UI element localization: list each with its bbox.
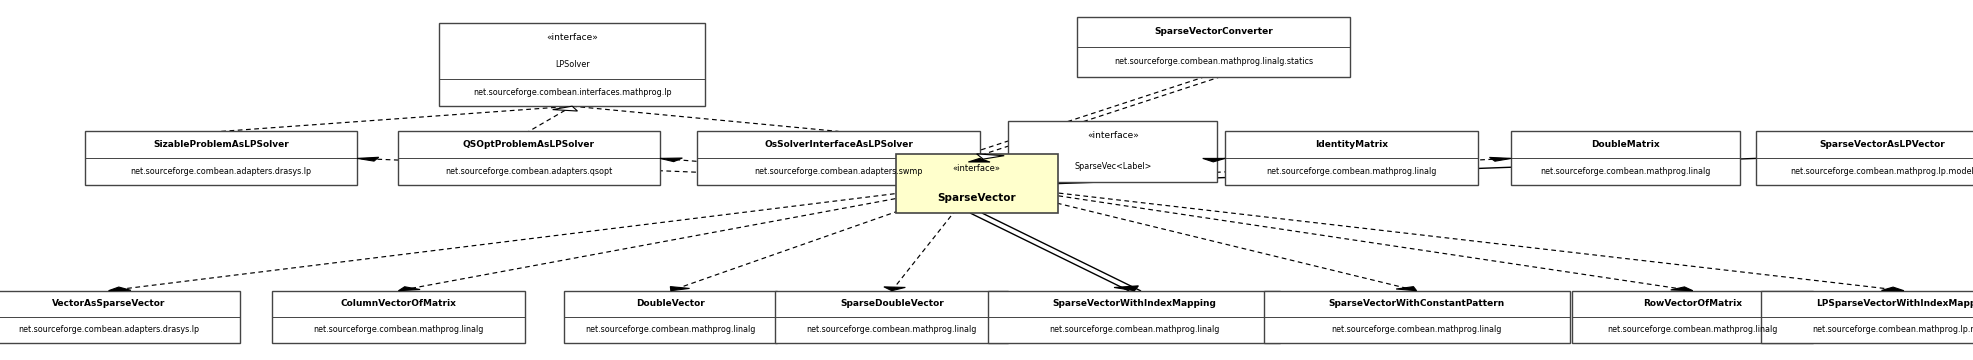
- Polygon shape: [357, 157, 379, 161]
- FancyBboxPatch shape: [1756, 131, 1973, 185]
- Text: «interface»: «interface»: [547, 33, 598, 42]
- Text: net.sourceforge.combean.mathprog.linalg: net.sourceforge.combean.mathprog.linalg: [1332, 325, 1501, 334]
- Text: SparseVectorWithConstantPattern: SparseVectorWithConstantPattern: [1328, 299, 1505, 308]
- FancyBboxPatch shape: [272, 291, 525, 343]
- Text: net.sourceforge.combean.mathprog.linalg: net.sourceforge.combean.mathprog.linalg: [1267, 167, 1436, 176]
- Text: VectorAsSparseVector: VectorAsSparseVector: [51, 299, 166, 308]
- Polygon shape: [659, 158, 683, 162]
- Text: net.sourceforge.combean.mathprog.linalg: net.sourceforge.combean.mathprog.linalg: [586, 325, 756, 334]
- Text: LPSparseVectorWithIndexMapping: LPSparseVectorWithIndexMapping: [1815, 299, 1973, 308]
- Text: net.sourceforge.combean.adapters.drasys.lp: net.sourceforge.combean.adapters.drasys.…: [130, 167, 312, 176]
- Text: net.sourceforge.combean.mathprog.linalg: net.sourceforge.combean.mathprog.linalg: [1050, 325, 1219, 334]
- Text: SparseVectorAsLPVector: SparseVectorAsLPVector: [1819, 140, 1945, 149]
- Text: net.sourceforge.combean.mathprog.linalg: net.sourceforge.combean.mathprog.linalg: [314, 325, 483, 334]
- Polygon shape: [399, 287, 420, 291]
- FancyBboxPatch shape: [775, 291, 1008, 343]
- Text: net.sourceforge.combean.mathprog.lp.model: net.sourceforge.combean.mathprog.lp.mode…: [1790, 167, 1973, 176]
- Text: SparseDoubleVector: SparseDoubleVector: [840, 299, 943, 308]
- FancyBboxPatch shape: [1225, 131, 1478, 185]
- Text: SparseVectorWithIndexMapping: SparseVectorWithIndexMapping: [1052, 299, 1217, 308]
- Polygon shape: [109, 287, 130, 291]
- Text: SparseVector: SparseVector: [937, 193, 1016, 203]
- Text: «interface»: «interface»: [953, 164, 1000, 173]
- FancyBboxPatch shape: [85, 131, 357, 185]
- FancyBboxPatch shape: [0, 291, 241, 343]
- Polygon shape: [552, 106, 578, 111]
- Text: SparseVectorConverter: SparseVectorConverter: [1154, 27, 1273, 36]
- Text: «interface»: «interface»: [1087, 131, 1138, 140]
- Text: RowVectorOfMatrix: RowVectorOfMatrix: [1644, 299, 1742, 308]
- Polygon shape: [1671, 287, 1693, 291]
- FancyBboxPatch shape: [698, 131, 979, 185]
- FancyBboxPatch shape: [438, 23, 706, 106]
- Text: net.sourceforge.combean.mathprog.linalg.statics: net.sourceforge.combean.mathprog.linalg.…: [1115, 57, 1312, 66]
- Polygon shape: [884, 287, 906, 291]
- Polygon shape: [969, 158, 990, 162]
- Text: IdentityMatrix: IdentityMatrix: [1316, 140, 1387, 149]
- Text: net.sourceforge.combean.adapters.qsopt: net.sourceforge.combean.adapters.qsopt: [446, 167, 612, 176]
- Polygon shape: [1204, 158, 1225, 162]
- Polygon shape: [1397, 287, 1417, 291]
- Text: OsSolverInterfaceAsLPSolver: OsSolverInterfaceAsLPSolver: [764, 140, 913, 149]
- Text: LPSolver: LPSolver: [554, 60, 590, 69]
- Text: SparseVec<Label>: SparseVec<Label>: [1073, 162, 1152, 171]
- Polygon shape: [1490, 157, 1511, 161]
- FancyBboxPatch shape: [988, 291, 1280, 343]
- Text: net.sourceforge.combean.mathprog.linalg: net.sourceforge.combean.mathprog.linalg: [807, 325, 977, 334]
- Polygon shape: [977, 154, 1004, 159]
- FancyBboxPatch shape: [1511, 131, 1740, 185]
- FancyBboxPatch shape: [1760, 291, 1973, 343]
- Text: ColumnVectorOfMatrix: ColumnVectorOfMatrix: [341, 299, 456, 308]
- Text: net.sourceforge.combean.adapters.swmp: net.sourceforge.combean.adapters.swmp: [754, 167, 923, 176]
- FancyBboxPatch shape: [1077, 17, 1350, 77]
- Text: DoubleMatrix: DoubleMatrix: [1592, 140, 1659, 149]
- FancyBboxPatch shape: [896, 154, 1058, 213]
- Text: QSOptProblemAsLPSolver: QSOptProblemAsLPSolver: [464, 140, 594, 149]
- Text: net.sourceforge.combean.mathprog.linalg: net.sourceforge.combean.mathprog.linalg: [1608, 325, 1778, 334]
- Polygon shape: [671, 287, 689, 291]
- Text: net.sourceforge.combean.adapters.drasys.lp: net.sourceforge.combean.adapters.drasys.…: [18, 325, 199, 334]
- Text: net.sourceforge.combean.mathprog.linalg: net.sourceforge.combean.mathprog.linalg: [1541, 167, 1711, 176]
- Polygon shape: [1882, 287, 1904, 291]
- Text: net.sourceforge.combean.mathprog.lp.model: net.sourceforge.combean.mathprog.lp.mode…: [1811, 325, 1973, 334]
- Polygon shape: [1115, 286, 1138, 291]
- FancyBboxPatch shape: [1572, 291, 1813, 343]
- Text: net.sourceforge.combean.interfaces.mathprog.lp: net.sourceforge.combean.interfaces.mathp…: [474, 88, 671, 97]
- FancyBboxPatch shape: [1008, 121, 1217, 182]
- FancyBboxPatch shape: [1263, 291, 1571, 343]
- Text: DoubleVector: DoubleVector: [637, 299, 704, 308]
- FancyBboxPatch shape: [564, 291, 777, 343]
- Text: SizableProblemAsLPSolver: SizableProblemAsLPSolver: [154, 140, 288, 149]
- FancyBboxPatch shape: [399, 131, 659, 185]
